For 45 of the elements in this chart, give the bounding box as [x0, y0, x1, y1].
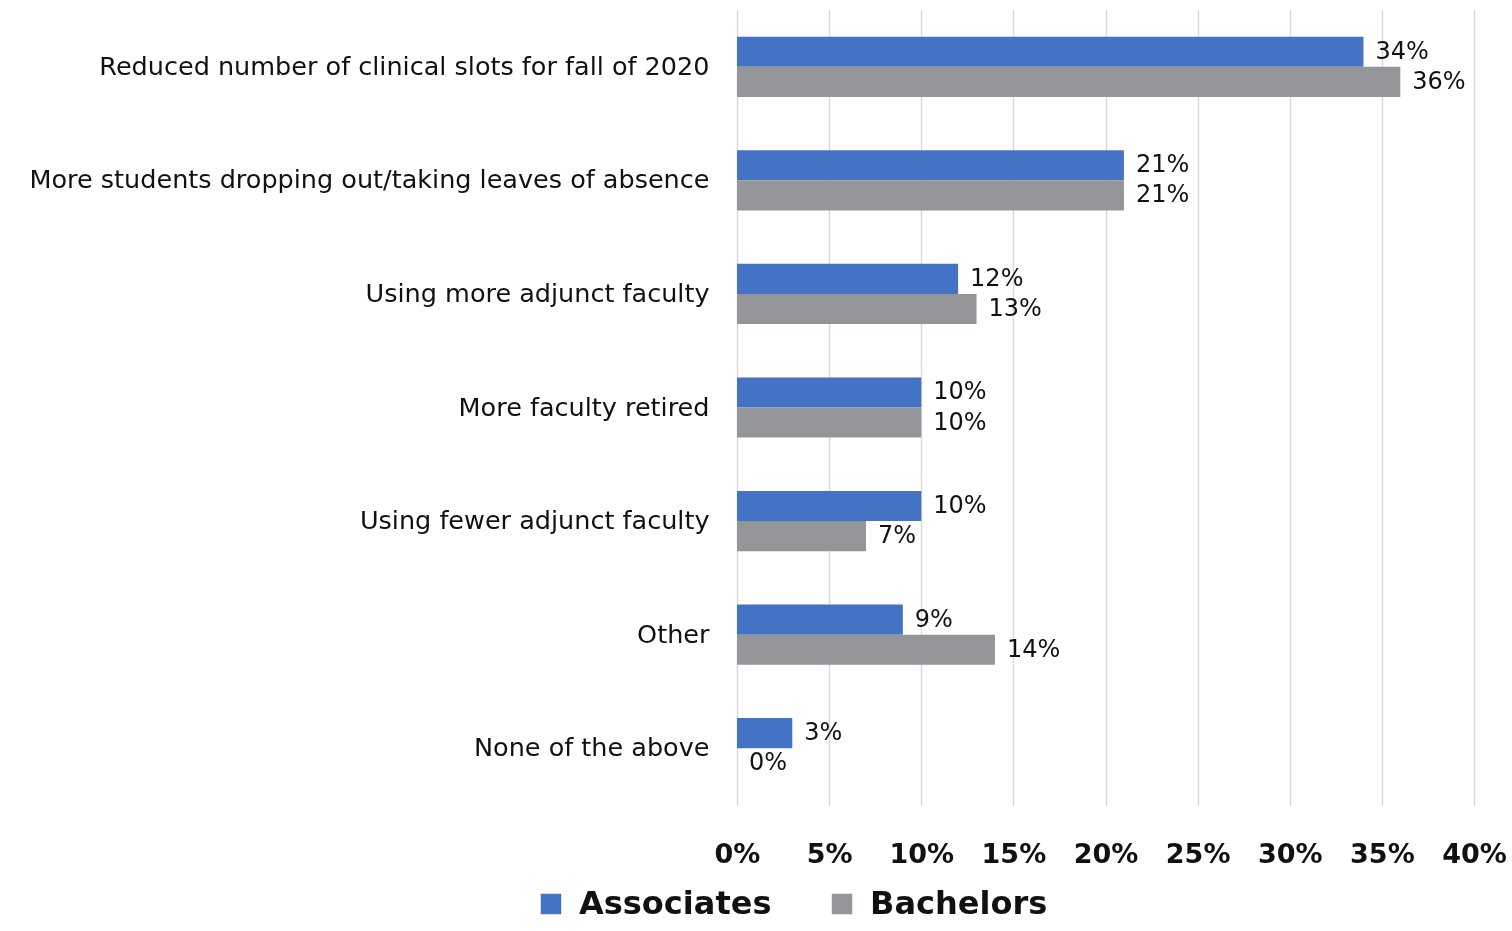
bar — [737, 521, 866, 552]
data-label: 10% — [933, 491, 987, 520]
x-tick-label: 0% — [714, 837, 761, 869]
bar — [737, 150, 1124, 181]
x-tick-label: 20% — [1073, 837, 1139, 869]
bar — [737, 490, 922, 522]
x-tick-label: 25% — [1165, 837, 1231, 869]
data-label: 9% — [914, 604, 953, 633]
y-tick-label: Using more adjunct faculty — [365, 277, 710, 308]
y-tick-label: More students dropping out/taking leaves of absence — [29, 164, 710, 195]
data-label: 14% — [1006, 634, 1061, 663]
y-tick-label: Using fewer adjunct faculty — [359, 505, 710, 536]
bar — [737, 604, 903, 635]
bar — [737, 377, 922, 408]
y-tick-label: None of the above — [474, 732, 710, 763]
data-label: 21% — [1135, 150, 1190, 179]
bar — [737, 66, 1401, 97]
bar — [737, 180, 1124, 211]
data-label: 21% — [1135, 180, 1190, 209]
data-label: 34% — [1375, 36, 1429, 65]
x-tick-label: 35% — [1350, 837, 1415, 869]
bar — [737, 263, 959, 294]
data-label: 7% — [877, 521, 917, 550]
y-tick-label: Other — [637, 618, 711, 649]
y-tick-label: Reduced number of clinical slots for fall of 2020 — [99, 50, 710, 81]
bar — [737, 36, 1364, 67]
data-label: 10% — [933, 407, 987, 436]
bar — [737, 634, 995, 665]
legend-label: Bachelors — [870, 884, 1048, 922]
data-label: 36% — [1412, 66, 1466, 95]
data-label: 13% — [988, 293, 1042, 322]
data-label: 12% — [970, 263, 1024, 292]
data-label: 3% — [804, 718, 843, 747]
legend-label: Associates — [579, 884, 772, 922]
x-tick-label: 10% — [889, 837, 955, 869]
x-tick-label: 30% — [1257, 837, 1323, 869]
y-tick-label: More faculty retired — [458, 391, 710, 422]
bar — [737, 407, 922, 438]
bar — [737, 293, 977, 325]
x-tick-label: 15% — [981, 837, 1047, 869]
bar — [737, 718, 793, 749]
x-tick-label: 40% — [1442, 837, 1507, 869]
data-label: 0% — [749, 748, 788, 777]
data-label: 10% — [933, 377, 987, 406]
x-tick-label: 5% — [806, 837, 853, 869]
